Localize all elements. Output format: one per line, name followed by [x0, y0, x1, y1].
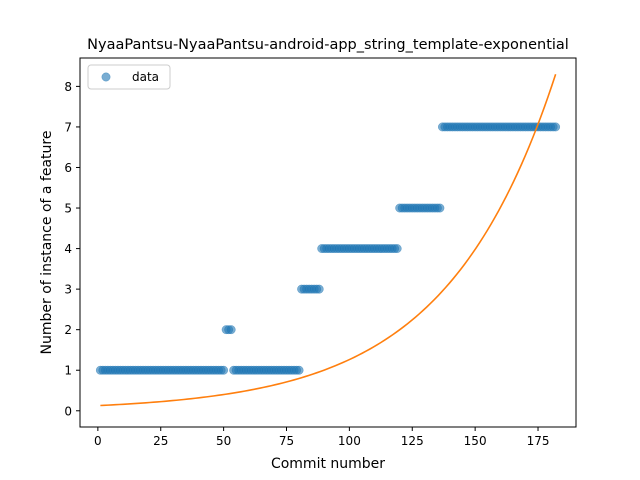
- chart-title: NyaaPantsu-NyaaPantsu-android-app_string…: [87, 37, 569, 53]
- x-tick-label: 75: [279, 434, 294, 448]
- plot-area: [80, 58, 576, 427]
- x-tick-label: 125: [401, 434, 424, 448]
- x-tick-label: 175: [527, 434, 550, 448]
- legend: data: [87, 64, 171, 90]
- y-tick-label: 2: [64, 323, 72, 337]
- x-axis-title: Commit number: [271, 456, 385, 472]
- y-tick-label: 0: [64, 404, 72, 418]
- chart-marks: [95, 73, 561, 407]
- data-point: [219, 365, 229, 375]
- x-tick-label: 50: [216, 434, 231, 448]
- y-tick-label: 5: [64, 202, 72, 216]
- legend-box: [87, 64, 171, 90]
- data-point: [226, 325, 236, 335]
- legend-marker: [101, 72, 111, 82]
- fit-line: [100, 73, 557, 407]
- x-tick-label: 0: [94, 434, 102, 448]
- x-tick-label: 100: [338, 434, 361, 448]
- plot-frame: [79, 57, 577, 428]
- data-point: [294, 365, 304, 375]
- y-tick-label: 4: [64, 242, 72, 256]
- y-axis-title: Number of instance of a feature: [39, 131, 55, 355]
- legend-label: data: [132, 70, 159, 84]
- data-point: [392, 244, 402, 254]
- y-tick-label: 1: [64, 364, 72, 378]
- y-tick-label: 7: [64, 120, 72, 134]
- axes: 0 25 50 75 100 125 150 175 0 1 2 3 4 5 6 7 8: [64, 80, 549, 448]
- y-tick-label: 6: [64, 161, 72, 175]
- data-point: [314, 284, 324, 294]
- data-point: [551, 122, 561, 132]
- y-tick-label: 8: [64, 80, 72, 94]
- data-point: [435, 203, 445, 213]
- x-tick-label: 150: [464, 434, 487, 448]
- x-tick-label: 25: [153, 434, 168, 448]
- y-tick-label: 3: [64, 283, 72, 297]
